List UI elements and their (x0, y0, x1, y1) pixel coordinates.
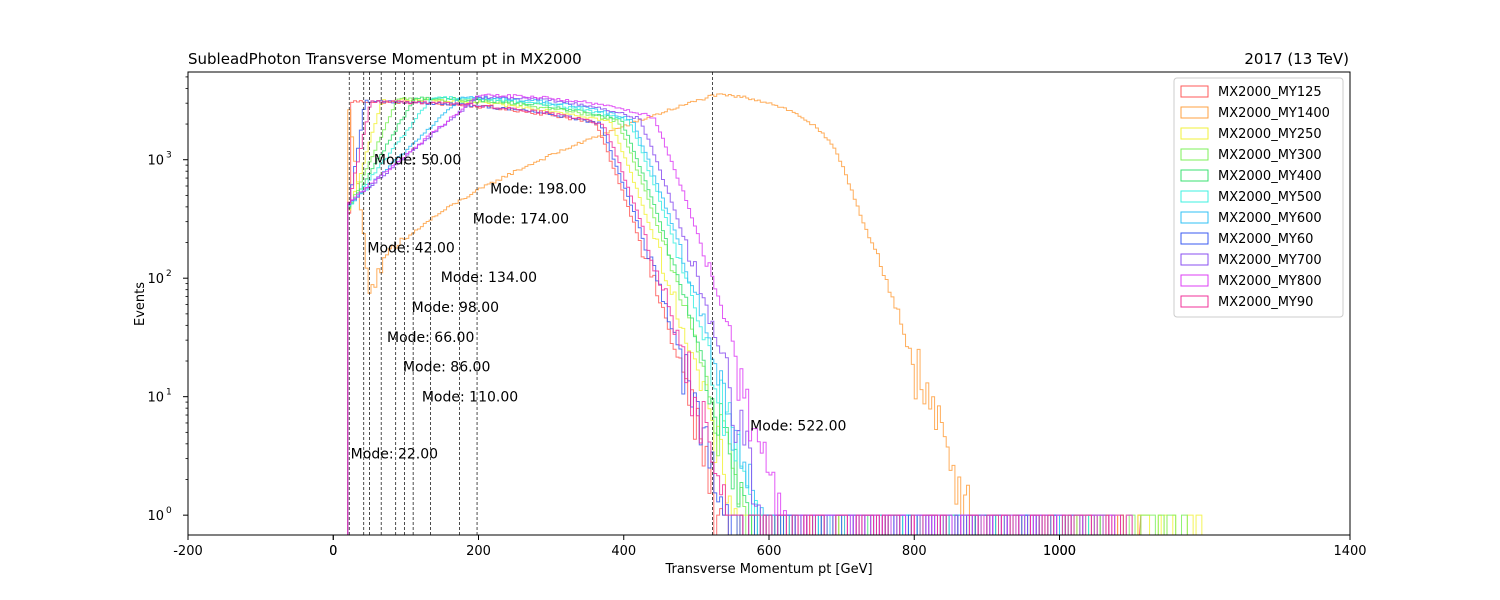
legend-label: MX2000_MY700 (1218, 253, 1322, 268)
legend-label: MX2000_MY60 (1218, 232, 1313, 247)
mode-annotation: Mode: 110.00 (422, 390, 518, 406)
mode-annotation: Mode: 134.00 (441, 270, 537, 286)
x-tick-label: 0 (329, 544, 337, 559)
legend-label: MX2000_MY500 (1218, 190, 1322, 205)
series-MX2000_MY700 (347, 95, 1118, 535)
legend-swatch (1180, 295, 1209, 308)
legend-swatch (1180, 85, 1209, 98)
legend-swatch (1180, 106, 1209, 119)
x-tick-label: 0 (329, 544, 337, 559)
legend: MX2000_MY125 MX2000_MY1400 MX2000_MY250 MX2… (1173, 77, 1344, 318)
legend-label: MX2000_MY600 (1218, 211, 1322, 226)
y-tick-label: 10 (147, 154, 164, 169)
mode-annotation: Mode: 522.00 (750, 419, 846, 435)
mode-annotation: Mode: 42.00 (367, 240, 454, 256)
series-MX2000_MY800 (347, 93, 1133, 535)
legend-label: MX2000_MY300 (1218, 148, 1322, 163)
mode-annotation: Mode: 50.00 (374, 153, 461, 169)
mode-annotation: Mode: 174.00 (473, 211, 569, 227)
legend-swatch (1180, 232, 1209, 245)
x-tick-label: 1400 (1333, 544, 1366, 559)
legend-label: MX2000_MY400 (1218, 169, 1322, 184)
series-MX2000_MY60 (347, 99, 1060, 535)
legend-swatch (1180, 190, 1209, 203)
legend-swatch (1180, 253, 1209, 266)
legend-swatch (1180, 211, 1209, 224)
x-tick-label: 400 (611, 544, 636, 559)
legend-swatch (1180, 127, 1209, 140)
mode-annotation: Mode: 86.00 (403, 359, 490, 375)
x-tick-label: 200 (466, 544, 491, 559)
x-axis-label: Transverse Momentum pt [GeV] (664, 562, 872, 577)
mode-annotation: Mode: 66.00 (387, 330, 474, 346)
mode-annotation: Mode: 198.00 (490, 182, 586, 198)
y-tick-label: 10 (147, 272, 164, 287)
chart-subtitle-energy: 2017 (13 TeV) (1244, 50, 1349, 68)
series-layer (347, 93, 1205, 535)
y-tick-exponent: 3 (166, 151, 172, 161)
legend-label: MX2000_MY125 (1218, 85, 1322, 100)
mode-annotation: Mode: 22.00 (351, 447, 438, 463)
legend-label: MX2000_MY1400 (1218, 106, 1330, 121)
legend-box (1173, 77, 1344, 318)
x-tick-label: -200 (173, 544, 203, 559)
y-axis-label: Events (133, 282, 148, 326)
x-tick-label: 1000 (1043, 544, 1076, 559)
legend-swatch (1180, 148, 1209, 161)
chart-title: SubleadPhoton Transverse Momentum pt in … (188, 50, 582, 68)
x-tick-label: 800 (902, 544, 927, 559)
x-tick-label: 1000 (1043, 544, 1076, 559)
legend-label: MX2000_MY250 (1218, 127, 1322, 142)
mode-annotations: Mode: 50.00 Mode: 198.00 Mode: 174.00 Mode:… (351, 153, 847, 463)
y-tick-label: 10 (147, 391, 164, 406)
x-tick-label: 600 (757, 544, 782, 559)
legend-label: MX2000_MY800 (1218, 274, 1322, 289)
legend-label: MX2000_MY90 (1218, 295, 1313, 310)
legend-swatch (1180, 274, 1209, 287)
mode-annotation: Mode: 98.00 (412, 300, 499, 316)
series-MX2000_MY90 (347, 100, 1127, 535)
y-tick-exponent: 1 (166, 388, 172, 398)
y-tick-exponent: 2 (166, 269, 172, 279)
mode-lines (348, 72, 713, 535)
legend-swatch (1180, 169, 1209, 182)
y-tick-label: 10 (147, 509, 164, 524)
y-tick-exponent: 0 (166, 506, 172, 516)
